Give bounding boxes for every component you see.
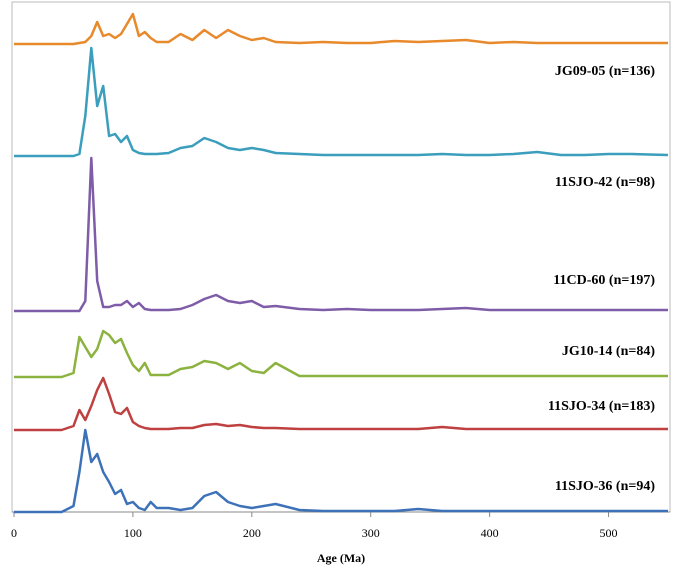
density-curve: [14, 156, 668, 313]
x-axis-label: Age (Ma): [317, 551, 365, 565]
series-label: 11SJO-36 (n=94): [555, 479, 655, 494]
x-tick-label: 300: [362, 526, 380, 540]
x-tick-label: 200: [243, 526, 261, 540]
density-curve: [14, 376, 668, 432]
series-label: 11CD-60 (n=197): [553, 273, 655, 288]
x-tick-label: 100: [124, 526, 142, 540]
x-tick-label: 500: [600, 526, 618, 540]
density-curve: [14, 329, 668, 379]
x-tick-label: 0: [11, 526, 17, 540]
x-tick-label: 400: [481, 526, 499, 540]
density-curve: [14, 12, 668, 46]
series-label: JG10-14 (n=84): [562, 344, 655, 359]
density-curve: [14, 46, 669, 158]
density-curve: [14, 428, 668, 514]
series-label: 11SJO-34 (n=183): [548, 399, 655, 414]
series-label: JG09-05 (n=136): [555, 64, 655, 79]
series-label: 11SJO-42 (n=98): [555, 175, 655, 190]
